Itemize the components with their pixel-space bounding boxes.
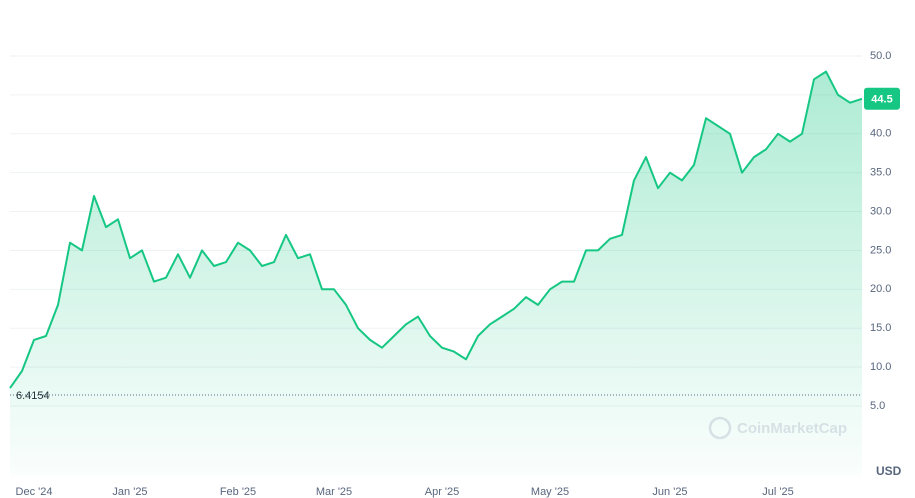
layer: 5.010.015.020.025.030.035.040.045.050.0D… bbox=[9, 50, 900, 498]
y-tick-label: 15.0 bbox=[870, 322, 891, 334]
watermark: CoinMarketCap bbox=[708, 416, 847, 440]
x-tick-label: Jul '25 bbox=[762, 486, 793, 498]
x-tick-label: Mar '25 bbox=[316, 486, 352, 498]
price-line bbox=[9, 70, 863, 389]
current-price-tag bbox=[864, 87, 900, 110]
x-tick-label: Jun '25 bbox=[652, 486, 687, 498]
watermark-text: CoinMarketCap bbox=[737, 420, 847, 437]
y-tick-label: 5.0 bbox=[870, 400, 885, 412]
x-tick-label: May '25 bbox=[531, 486, 569, 498]
area bbox=[10, 71, 862, 476]
y-tick-label: 40.0 bbox=[870, 128, 891, 140]
y-tick-label: 25.0 bbox=[870, 244, 891, 256]
x-tick-label: Feb '25 bbox=[220, 486, 256, 498]
currency-label: USD bbox=[876, 464, 902, 478]
x-tick-label: Apr '25 bbox=[425, 486, 460, 498]
x-tick-label: Jan '25 bbox=[112, 486, 147, 498]
y-tick-label: 35.0 bbox=[870, 167, 891, 179]
y-tick-label: 50.0 bbox=[870, 50, 891, 62]
y-tick-label: 20.0 bbox=[870, 283, 891, 295]
y-tick-label: 30.0 bbox=[870, 205, 891, 217]
x-tick-label: Dec '24 bbox=[16, 486, 53, 498]
current-price-label: 44.5 bbox=[871, 94, 892, 106]
y-tick-label: 10.0 bbox=[870, 361, 891, 373]
watermark-logo bbox=[708, 416, 732, 440]
